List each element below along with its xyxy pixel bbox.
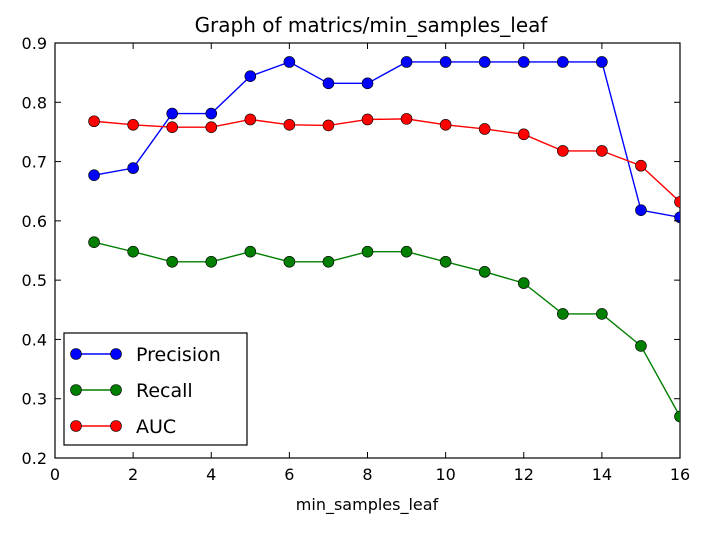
data-point-auc: [283, 119, 296, 131]
legend-marker: [70, 348, 82, 360]
data-point-auc: [88, 115, 100, 128]
data-point-recall: [557, 308, 569, 320]
y-tick-label: 0.6: [22, 212, 47, 231]
legend-marker: [110, 348, 122, 360]
x-axis-label: min_samples_leaf: [296, 495, 439, 515]
x-tick-label: 10: [435, 465, 455, 484]
y-tick-label: 0.3: [22, 390, 47, 409]
series-line-recall: [93, 241, 680, 417]
y-tick-label: 0.8: [22, 93, 47, 112]
data-point-auc: [127, 119, 139, 131]
data-point-precision: [127, 162, 139, 174]
data-point-auc: [205, 121, 218, 133]
data-point-auc: [322, 119, 335, 132]
series-line-precision: [93, 61, 680, 218]
data-point-auc: [400, 113, 413, 125]
chart-title: Graph of matrics/min_samples_leaf: [195, 13, 549, 37]
data-point-recall: [166, 255, 178, 268]
data-point-precision: [205, 107, 218, 120]
x-tick-label: 6: [284, 465, 294, 484]
data-point-precision: [557, 56, 569, 68]
series-line-auc: [93, 118, 680, 203]
legend-marker: [70, 384, 82, 396]
x-tick-label: 2: [128, 465, 138, 484]
x-tick-label: 16: [670, 465, 690, 484]
y-tick-label: 0.4: [22, 330, 47, 349]
legend-marker: [70, 420, 82, 432]
data-point-precision: [361, 77, 374, 90]
data-point-auc: [439, 119, 452, 131]
data-point-recall: [205, 255, 218, 268]
data-point-auc: [166, 121, 178, 133]
legend-marker: [110, 384, 122, 396]
data-point-precision: [283, 56, 296, 68]
data-point-precision: [635, 204, 647, 216]
data-point-precision: [478, 56, 491, 68]
legend-label-recall: Recall: [136, 380, 193, 402]
data-point-recall: [400, 245, 413, 258]
data-point-precision: [517, 56, 530, 68]
legend-label-precision: Precision: [136, 344, 221, 366]
x-tick-label: 12: [514, 465, 534, 484]
data-point-precision: [400, 56, 413, 68]
y-tick-label: 0.5: [22, 271, 47, 290]
data-point-auc: [517, 128, 530, 141]
data-point-recall: [88, 236, 100, 248]
axis-ticks: 0 2 4 6 8 10 12 14 16 0.2 0.3 0.4 0.5 0.6 0.7 0.8 0.9: [22, 34, 691, 484]
data-point-auc: [244, 113, 257, 126]
data-point-recall: [361, 245, 374, 258]
series-auc: [88, 113, 680, 208]
data-point-recall: [596, 308, 608, 320]
data-point-recall: [283, 255, 296, 268]
data-point-precision: [322, 77, 335, 90]
data-point-recall: [439, 255, 452, 268]
series-precision: [88, 56, 680, 224]
data-point-recall: [127, 245, 139, 258]
data-point-recall: [478, 266, 491, 278]
data-point-recall: [635, 340, 647, 352]
data-point-recall: [322, 255, 335, 268]
data-point-auc: [557, 145, 569, 157]
x-tick-label: 8: [362, 465, 372, 484]
x-tick-label: 0: [50, 465, 60, 484]
data-point-precision: [439, 56, 452, 68]
x-tick-label: 14: [592, 465, 612, 484]
legend-marker: [110, 420, 122, 432]
data-point-precision: [88, 169, 100, 182]
y-tick-label: 0.9: [22, 34, 47, 53]
data-point-recall: [517, 277, 530, 289]
data-point-precision: [166, 107, 178, 120]
x-tick-label: 4: [206, 465, 216, 484]
data-point-precision: [674, 211, 680, 224]
legend: Precision Recall AUC: [63, 332, 248, 446]
data-point-auc: [596, 145, 608, 157]
data-point-precision: [596, 56, 608, 68]
data-point-auc: [674, 196, 680, 208]
data-point-recall: [244, 245, 257, 258]
data-point-auc: [635, 159, 647, 172]
y-tick-label: 0.2: [22, 449, 47, 468]
plot-area: [54, 42, 681, 459]
legend-label-auc: AUC: [136, 416, 176, 438]
data-point-recall: [674, 410, 680, 423]
data-point-auc: [361, 113, 374, 126]
data-point-auc: [478, 123, 491, 135]
y-tick-label: 0.7: [22, 153, 47, 172]
series-recall: [88, 236, 680, 423]
data-point-precision: [244, 70, 257, 82]
